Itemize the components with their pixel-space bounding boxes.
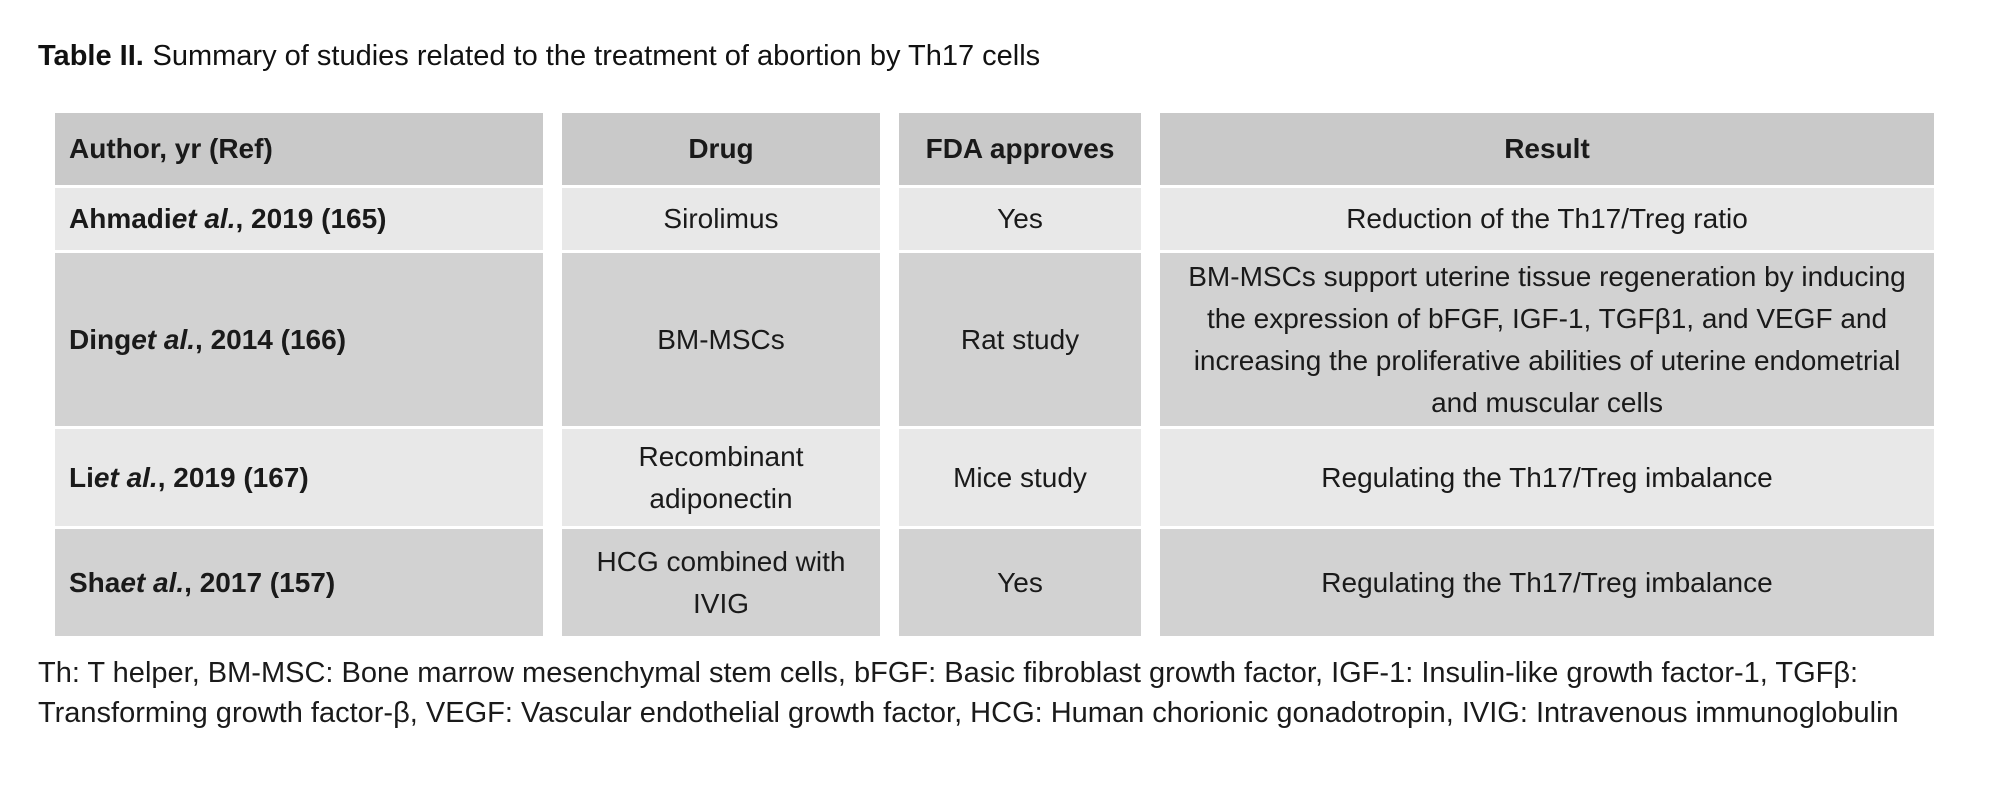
result-cell: Regulating the Th17/Treg imbalance xyxy=(1160,529,1934,636)
drug-cell: HCG combined with IVIG xyxy=(562,529,880,636)
table-row: Sha et al., 2017 (157) HCG combined with… xyxy=(55,529,1934,636)
author-etal: et al. xyxy=(131,323,196,355)
author-cell: Sha et al., 2017 (157) xyxy=(55,529,543,636)
drug-cell: Recombinant adiponectin xyxy=(562,429,880,526)
table-row: Ahmadi et al., 2019 (165) Sirolimus Yes … xyxy=(55,188,1934,250)
author-etal: et al. xyxy=(120,566,185,598)
table-caption-label: Table II. xyxy=(38,40,144,72)
fda-approves-cell: Rat study xyxy=(899,253,1141,426)
fda-approves-cell: Yes xyxy=(899,529,1141,636)
table-row: Ding et al., 2014 (166) BM-MSCs Rat stud… xyxy=(55,253,1934,426)
result-cell: Regulating the Th17/Treg imbalance xyxy=(1160,429,1934,526)
table-caption: Table II. Summary of studies related to t… xyxy=(38,38,1962,74)
result-cell: Reduction of the Th17/Treg ratio xyxy=(1160,188,1934,250)
author-year-ref: , 2017 (157) xyxy=(184,566,336,598)
table-row: Li et al., 2019 (167) Recombinant adipon… xyxy=(55,429,1934,526)
drug-cell: Sirolimus xyxy=(562,188,880,250)
abbreviations-footnote: Th: T helper, BM-MSC: Bone marrow mesenc… xyxy=(38,657,1899,729)
header-result: Result xyxy=(1160,113,1934,185)
studies-table: Author, yr (Ref) Drug FDA approves Resul… xyxy=(55,113,1934,636)
fda-approves-cell: Mice study xyxy=(899,429,1141,526)
author-cell: Ahmadi et al., 2019 (165) xyxy=(55,188,543,250)
author-year-ref: , 2019 (167) xyxy=(157,461,309,493)
header-fda-approves: FDA approves xyxy=(899,113,1141,185)
author-name: Ahmadi xyxy=(69,203,172,234)
author-year-ref: , 2014 (166) xyxy=(195,323,347,355)
author-etal: et al. xyxy=(93,461,158,493)
drug-cell: BM-MSCs xyxy=(562,253,880,426)
author-cell: Ding et al., 2014 (166) xyxy=(55,253,543,426)
header-drug: Drug xyxy=(562,113,880,185)
result-cell: BM-MSCs support uterine tissue regenerat… xyxy=(1160,253,1934,426)
table-header-row: Author, yr (Ref) Drug FDA approves Resul… xyxy=(55,113,1934,185)
author-name: Ding xyxy=(69,323,132,355)
author-year-ref: , 2019 (165) xyxy=(235,203,387,234)
author-name: Sha xyxy=(69,566,121,598)
author-name: Li xyxy=(69,461,94,493)
fda-approves-cell: Yes xyxy=(899,188,1141,250)
author-cell: Li et al., 2019 (167) xyxy=(55,429,543,526)
header-author: Author, yr (Ref) xyxy=(55,113,543,185)
author-etal: et al. xyxy=(171,203,236,234)
table-caption-text: Summary of studies related to the treatm… xyxy=(152,40,1041,72)
